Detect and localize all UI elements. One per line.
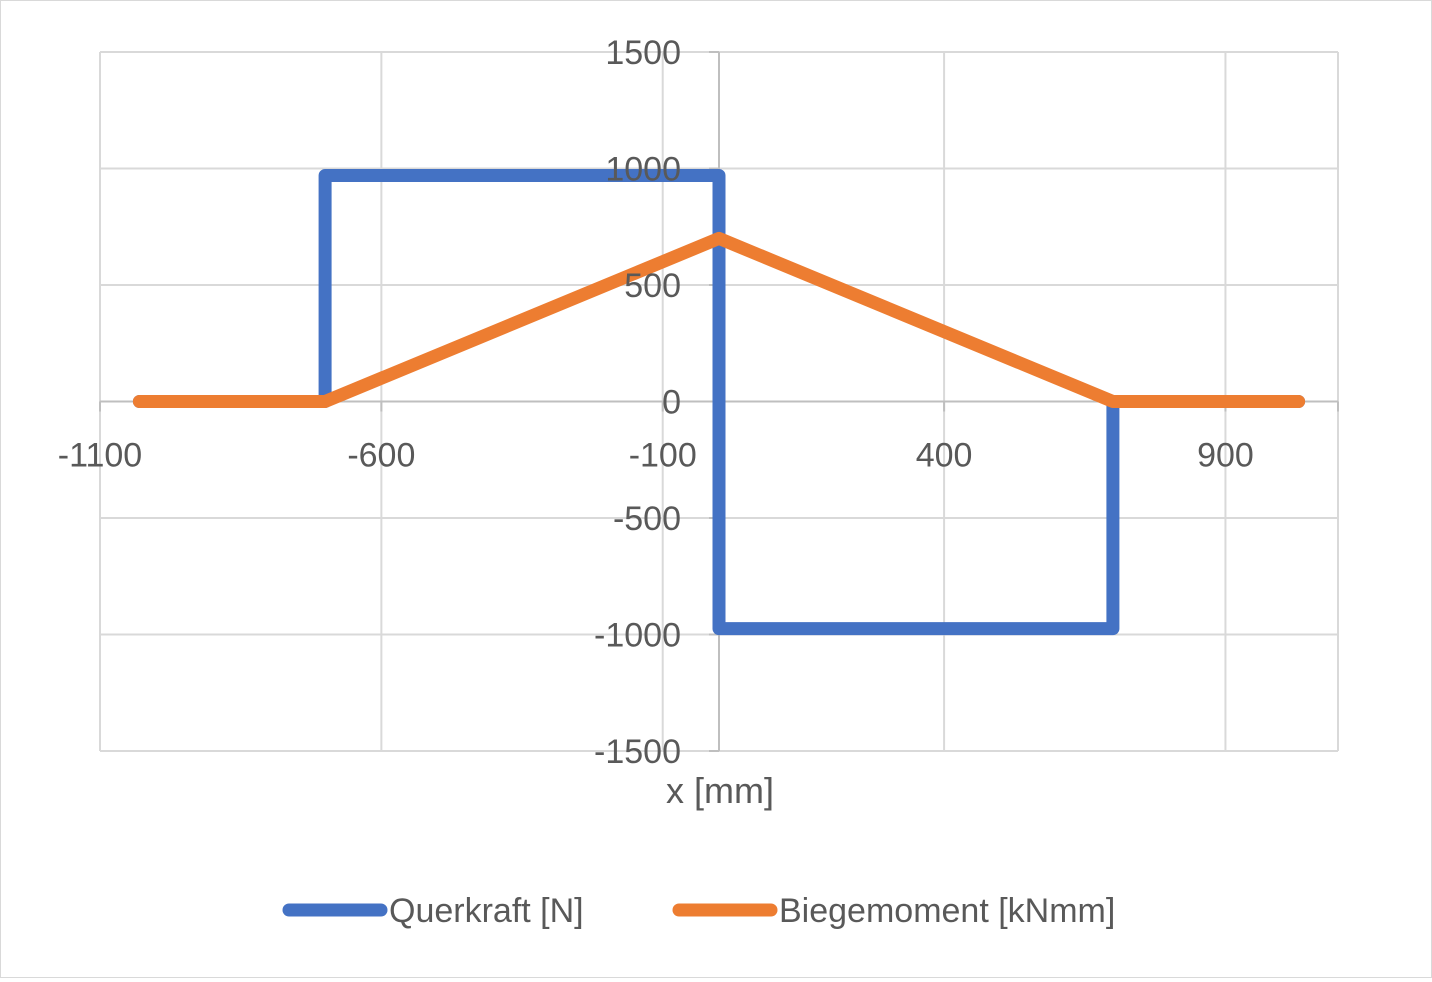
- x-tick-label: -1100: [58, 437, 142, 475]
- legend: Querkraft [N] Biegemoment [kNmm]: [282, 892, 1115, 930]
- legend-label-2: Biegemoment [kNmm]: [779, 892, 1115, 930]
- x-tick-label: -100: [629, 437, 697, 475]
- y-tick-label: 500: [624, 267, 681, 305]
- y-tick-label: 1000: [605, 151, 681, 189]
- y-tick-label: -500: [613, 500, 681, 538]
- x-axis-title: x [mm]: [666, 770, 774, 811]
- series-line-2: [132, 231, 1306, 408]
- x-tick-label: 400: [916, 437, 973, 475]
- y-tick-label: -1500: [594, 733, 681, 771]
- series: [132, 168, 1306, 636]
- x-tick-label: 900: [1197, 437, 1254, 475]
- series-line-1: [132, 168, 1306, 636]
- y-tick-label: 0: [662, 384, 681, 422]
- y-tick-label: -1000: [594, 617, 681, 655]
- tick-labels: -1500 -1000 -500 0 500 1000 1500 -1100 -600 -100 4…: [58, 34, 1254, 771]
- x-tick-label: -600: [347, 437, 415, 475]
- y-tick-label: 1500: [605, 34, 681, 72]
- legend-label-1: Querkraft [N]: [389, 892, 584, 930]
